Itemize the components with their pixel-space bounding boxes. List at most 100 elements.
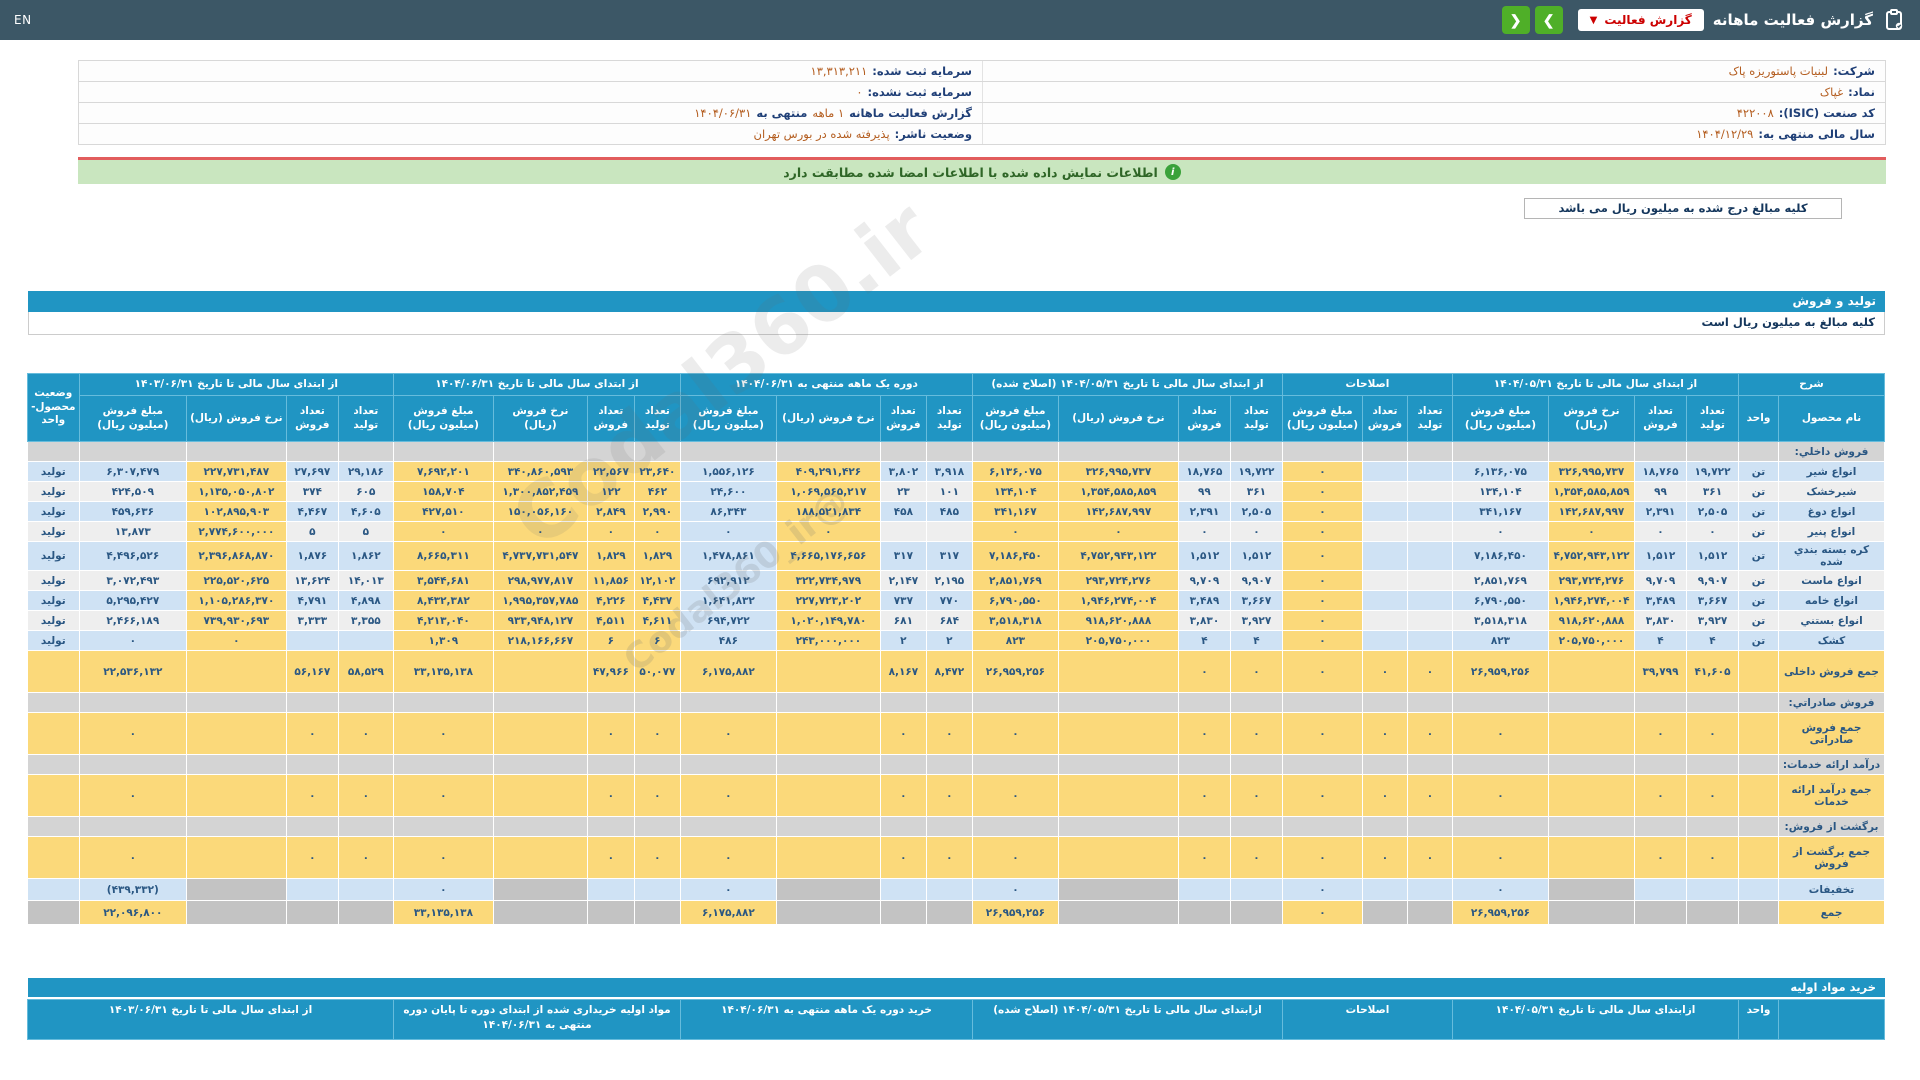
purchase-column-header: ازابتدای سال مالی تا تاریخ ۱۴۰۴/۰۵/۳۱ (ا… (972, 999, 1283, 1040)
value-cell: ۶ (633, 630, 681, 651)
value-cell: ۰ (586, 774, 635, 817)
value-cell: ۲,۹۹۰ (633, 501, 681, 522)
value-cell: ۰ (971, 774, 1059, 817)
value-cell: ۵۰,۰۷۷ (633, 650, 681, 693)
value-cell (492, 650, 588, 693)
value-cell: ۰ (1229, 521, 1283, 542)
value-cell (392, 692, 494, 713)
value-cell (185, 712, 287, 755)
value-cell (1281, 441, 1363, 462)
value-cell: ۲۴,۶۰۰ (679, 481, 777, 502)
value-cell (1686, 816, 1739, 837)
value-cell (1361, 501, 1408, 522)
value-cell: ۳۱۷ (879, 541, 927, 571)
value-cell: ۱,۵۱۲ (1634, 541, 1687, 571)
value-cell (971, 692, 1059, 713)
prev-report-button[interactable]: ❮ (1501, 6, 1530, 34)
value-cell (1361, 481, 1408, 502)
value-cell: ۸,۶۶۵,۳۱۱ (392, 541, 494, 571)
value-cell (1361, 692, 1408, 713)
value-cell: ۹,۹۰۷ (1686, 570, 1739, 591)
value-cell: ۱,۰۲۰,۱۴۹,۷۸۰ (775, 610, 881, 631)
info-cell: کد صنعت (ISIC): ۴۲۲۰۰۸ (982, 103, 1885, 123)
value-cell: ۸,۴۳۲,۳۸۲ (392, 590, 494, 611)
value-cell: ۰ (1634, 712, 1687, 755)
value-cell (1406, 570, 1453, 591)
value-cell (1548, 754, 1635, 775)
value-cell: ۶,۱۳۶,۰۷۵ (971, 461, 1059, 482)
value-cell (1686, 878, 1739, 901)
value-cell (586, 878, 635, 901)
value-cell (633, 900, 681, 925)
value-cell (78, 692, 187, 713)
value-cell (285, 900, 339, 925)
value-cell (392, 816, 494, 837)
value-cell: ۰ (971, 836, 1059, 879)
value-cell: ۰ (78, 836, 187, 879)
value-cell (1361, 754, 1408, 775)
value-cell (1451, 754, 1550, 775)
value-cell: ۰ (1361, 712, 1408, 755)
value-cell (679, 441, 777, 462)
value-cell: ۲۲,۵۳۶,۱۳۲ (78, 650, 187, 693)
units-subtitle: کلیه مبالغ به میلیون ریال است (28, 312, 1885, 335)
value-cell: ۲۲۷,۷۳۱,۴۸۷ (185, 461, 287, 482)
value-cell (185, 900, 287, 925)
report-type-dropdown[interactable]: گزارش فعالیت ▼ (1577, 9, 1704, 31)
value-cell (1361, 521, 1408, 542)
product-name-cell: انواع پنیر (1778, 521, 1885, 542)
table-row: جمع درآمد ارائه خدمات ۰ ۰ ۰ ۰ ۰ ۰ ۰ ۰ ۰ ۰ ۰ ۰ ۰ ۰ ۰ ۰ ۰ ۰ (26, 774, 1885, 817)
purchase-column-header: مواد اولیه خریداری شده از ابتدای دوره تا… (393, 999, 681, 1040)
next-report-button[interactable]: ❯ (1534, 6, 1563, 34)
value-cell: ۲۶,۹۵۹,۲۵۶ (1451, 900, 1550, 925)
value-cell: ۱۱,۸۵۶ (586, 570, 635, 591)
value-cell (78, 754, 187, 775)
value-cell (925, 878, 973, 901)
header-qty-sold: تعداد فروش (879, 395, 927, 442)
page-title: گزارش فعالیت ماهانه (1712, 11, 1873, 29)
value-cell (1548, 692, 1635, 713)
value-cell (1177, 900, 1231, 925)
header-qty-sold: تعداد فروش (1361, 395, 1408, 442)
value-cell (1281, 692, 1363, 713)
value-cell: ۲۲۵,۵۲۰,۶۲۵ (185, 570, 287, 591)
header-sale-amount: مبلغ فروش (میلیون ریال) (971, 395, 1059, 442)
product-name-cell: تخفیفات (1778, 878, 1885, 901)
header-sale-amount: مبلغ فروش (میلیون ریال) (679, 395, 777, 442)
value-cell: ۱,۶۴۱,۸۳۲ (679, 590, 777, 611)
value-cell: ۳,۶۶۷ (1686, 590, 1739, 611)
value-cell: ۰ (337, 836, 394, 879)
value-cell: ۷,۱۸۶,۴۵۰ (1451, 541, 1550, 571)
header-group-g5: از ابتدای سال مالی تا تاریخ ۱۴۰۴/۰۶/۳۱ (392, 373, 681, 396)
value-cell (879, 692, 927, 713)
product-name-cell: کشک (1778, 630, 1885, 651)
table-row: انواع خامه تن ۳,۶۶۷ ۳,۴۸۹ ۱,۹۴۶,۲۷۴,۰۰۴ ۶,۷۹۰… (26, 590, 1885, 611)
value-cell: ۸۶,۳۴۳ (679, 501, 777, 522)
value-cell: ۱,۳۰۰,۸۵۲,۴۵۹ (492, 481, 588, 502)
value-cell: ۴ (1634, 630, 1687, 651)
header-sale-rate: نرخ فروش (ریال) (775, 395, 881, 442)
value-cell (1406, 461, 1453, 482)
unit-cell (1738, 754, 1779, 775)
table-row: انواع دوغ تن ۲,۵۰۵ ۲,۳۹۱ ۱۴۲,۶۸۷,۹۹۷ ۳۴۱,۱۶۷ ۰… (26, 501, 1885, 522)
value-cell: ۳۹,۷۹۹ (1634, 650, 1687, 693)
value-cell: ۰ (337, 712, 394, 755)
value-cell: ۹,۷۰۹ (1634, 570, 1687, 591)
value-cell: ۱,۹۴۶,۲۷۴,۰۰۴ (1548, 590, 1635, 611)
status-cell (26, 774, 80, 817)
value-cell (337, 816, 394, 837)
info-row: کد صنعت (ISIC): ۴۲۲۰۰۸ گزارش فعالیت ماهانه… (79, 103, 1885, 124)
language-toggle-en[interactable]: EN (14, 13, 32, 27)
value-cell (492, 878, 588, 901)
value-cell (1634, 878, 1687, 901)
value-cell: ۱۰۲,۸۹۵,۹۰۳ (185, 501, 287, 522)
value-cell: ۶۸۴ (925, 610, 973, 631)
value-cell: ۵۶,۱۶۷ (285, 650, 339, 693)
value-cell: ۶,۱۷۵,۸۸۲ (679, 900, 777, 925)
value-cell: ۹۱۸,۶۲۰,۸۸۸ (1057, 610, 1179, 631)
value-cell: ۰ (1451, 836, 1550, 879)
value-cell: ۴,۷۵۲,۹۴۳,۱۲۲ (1548, 541, 1635, 571)
value-cell (492, 692, 588, 713)
value-cell: ۲۲,۵۶۷ (586, 461, 635, 482)
